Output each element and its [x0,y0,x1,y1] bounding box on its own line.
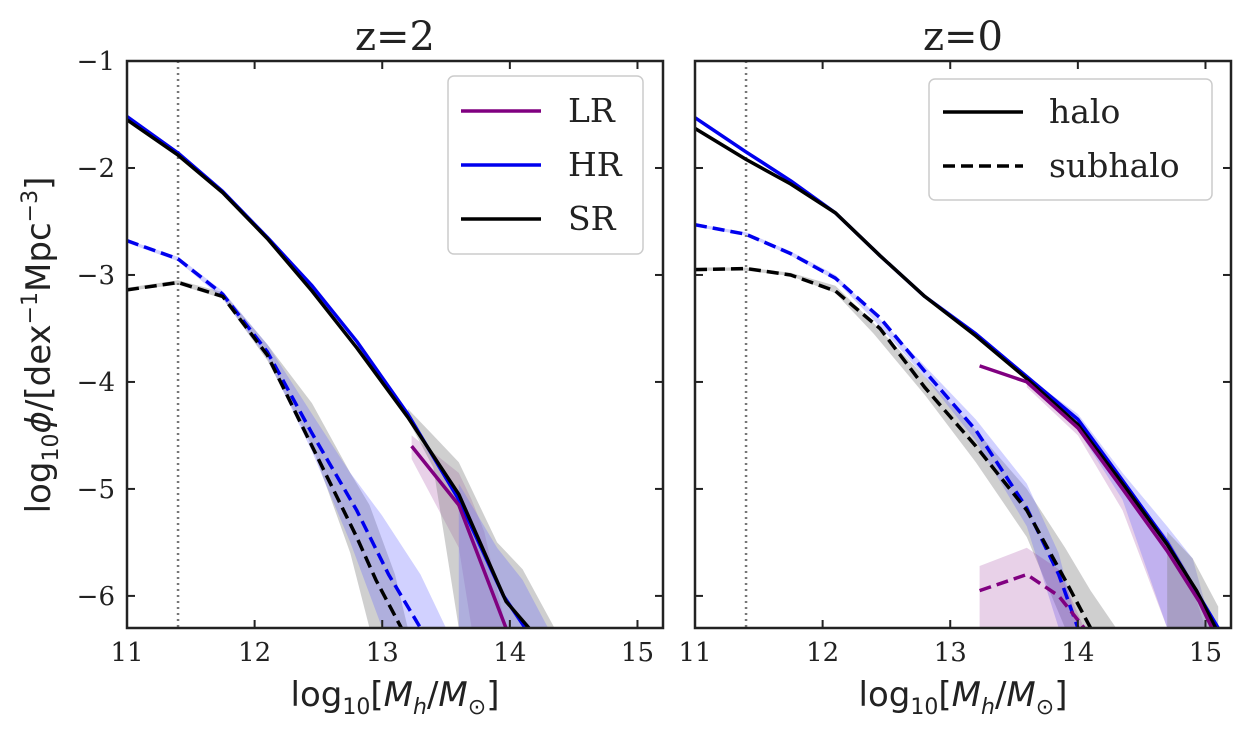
x-tick-label: 12 [806,638,839,668]
axis-ticks: 11 12 13 14 15 [678,60,1231,668]
series-sr-halo [127,118,531,628]
legend-label-lr: LR [568,91,616,130]
plot-area [695,61,1220,628]
x-tick-label: 12 [238,638,271,668]
y-tick-label: −3 [77,261,115,291]
x-tick-label: 13 [934,638,967,668]
sr-subhalo-band [695,267,1117,628]
panel-z0: z=0 11 12 13 14 15 log10[Mh/M⊙] halo subhalo [678,14,1233,720]
panel-title: z=2 [355,14,435,60]
hr-subhalo-band [127,239,446,628]
x-axis-label: log10[Mh/M⊙] [291,675,500,720]
legend-label-hr: HR [568,145,623,184]
x-tick-label: 15 [621,638,654,668]
legend-frame [928,78,1213,201]
x-tick-label: 14 [493,638,526,668]
x-tick-label: 15 [1189,638,1222,668]
lr-halo-band [1026,376,1206,628]
legend-frame [447,75,644,255]
y-tick-label: −5 [77,475,115,505]
panel-z2: z=2 11 12 13 14 15−1−2−3−4−5−6 log10[Mh/M⊙] … [18,14,665,720]
y-tick-label: −4 [77,368,115,398]
lr-halo-band [411,435,506,628]
legend-label-sr: SR [568,199,617,238]
axes-frame [693,59,1233,630]
x-tick-label: 11 [110,638,143,668]
y-tick-label: −1 [77,47,115,77]
panel-title: z=0 [923,14,1003,60]
series-lr-halo [410,445,508,628]
legend-label-subhalo: subhalo [1049,146,1180,185]
sr-halo-band [407,408,555,628]
hr-halo-band [1026,376,1212,628]
hr-halo-band [458,483,549,628]
legend-label-halo: halo [1049,92,1120,131]
plot-area [127,61,555,628]
y-tick-label: −2 [77,154,115,184]
y-tick-label: −6 [77,582,115,612]
x-axis-label: log10[Mh/M⊙] [859,675,1068,720]
axis-ticks: 11 12 13 14 15 −1 −2 −3 −4 −5 −6 [77,47,663,668]
series-sr-subhalo [127,280,403,628]
x-tick-label: 13 [366,638,399,668]
y-axis-label: log10ϕ/[dex−1Mpc−3] [18,177,64,514]
legend: halo subhalo [928,78,1213,201]
axes-frame [125,59,665,630]
x-tick-label: 11 [678,638,711,668]
lr-subhalo-band [979,547,1085,628]
series-sr-halo [695,126,1218,628]
legend: LR HR SR [447,75,644,255]
x-tick-label: 14 [1061,638,1094,668]
series-hr-subhalo [127,239,423,628]
series-lr-subhalo [979,572,1086,628]
series-sr-subhalo [695,266,1093,628]
series-lr-halo [979,364,1214,628]
